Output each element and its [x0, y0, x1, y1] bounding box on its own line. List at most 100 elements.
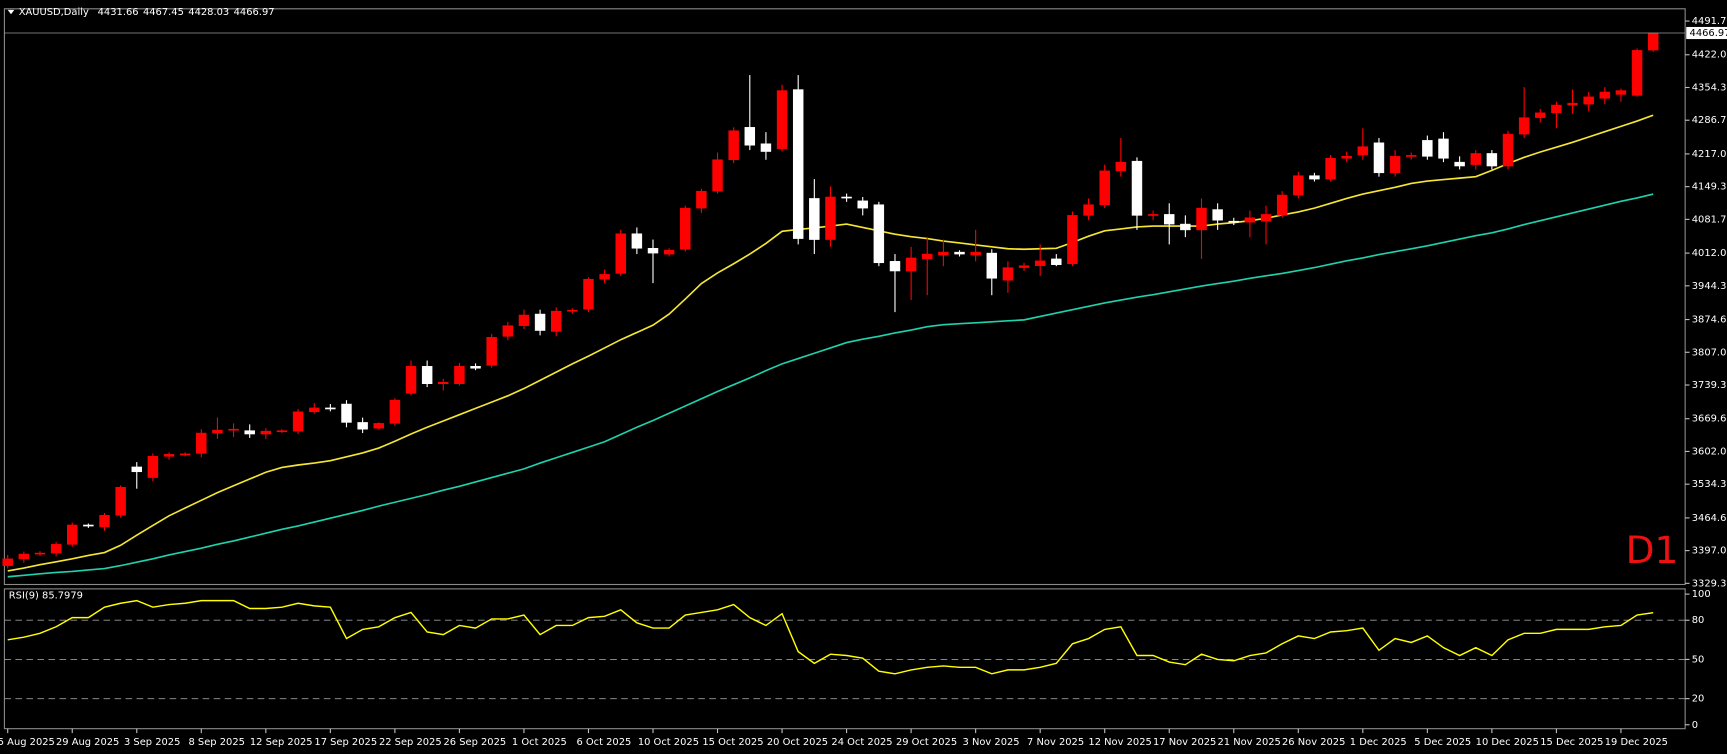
y-tick-label: 4217.00	[1692, 149, 1727, 160]
candle-body	[970, 251, 981, 256]
x-tick-label: 29 Oct 2025	[896, 737, 957, 748]
candle-body	[583, 278, 594, 310]
price-tag-label: 4466.97	[1690, 28, 1727, 39]
y-tick-label: 3807.00	[1692, 347, 1727, 358]
y-tick-label: 3874.65	[1692, 315, 1727, 326]
candle-body	[276, 430, 288, 433]
candle-body	[776, 90, 788, 149]
candle-body	[1212, 209, 1223, 221]
candle-body	[744, 127, 756, 146]
candle-body	[1083, 204, 1094, 216]
y-tick-label: 4422.00	[1692, 50, 1727, 61]
candle-body	[1422, 140, 1433, 157]
timeframe-label: D1	[1626, 528, 1679, 572]
candle-body	[938, 251, 949, 256]
candle-body	[212, 429, 223, 434]
y-tick-label: 3534.35	[1692, 479, 1727, 490]
x-tick-label: 6 Oct 2025	[576, 737, 631, 748]
x-tick-label: 10 Dec 2025	[1476, 737, 1539, 748]
candle-body	[405, 366, 417, 394]
candle-body	[131, 466, 143, 473]
y-tick-label: 0	[1692, 720, 1698, 731]
candle-body	[1034, 260, 1046, 266]
candle-body	[244, 430, 255, 435]
candle-body	[1244, 217, 1256, 223]
x-tick-label: 17 Sep 2025	[314, 737, 377, 748]
y-tick-label: 3602.00	[1692, 446, 1727, 457]
main-frame	[3, 8, 1686, 586]
y-tick-label: 4491.70	[1692, 16, 1727, 27]
candle-body	[841, 196, 852, 199]
candle-body	[534, 313, 546, 331]
candle-body	[341, 403, 352, 423]
candle-body	[1567, 102, 1578, 106]
candle-body	[438, 381, 449, 384]
candle-body	[550, 310, 562, 332]
candle-body	[1164, 214, 1175, 225]
candle-body	[1454, 161, 1465, 167]
y-tick-label: 4081.70	[1692, 214, 1727, 225]
candle-body	[1551, 104, 1562, 114]
candle-body	[1647, 32, 1659, 51]
candle-body	[196, 432, 207, 454]
candle-body	[1325, 158, 1336, 180]
y-tick-label: 3397.00	[1692, 546, 1727, 557]
header-close: 4466.97	[234, 7, 275, 18]
candle-body	[1228, 220, 1239, 223]
candle-body	[760, 143, 772, 152]
x-tick-label: 17 Nov 2025	[1153, 737, 1216, 748]
candle-body	[34, 552, 46, 555]
candle-body	[1486, 153, 1498, 167]
candle-body	[1341, 156, 1352, 159]
candle-body	[1518, 117, 1530, 135]
candle-body	[1470, 153, 1481, 165]
x-tick-label: 20 Oct 2025	[767, 737, 828, 748]
rsi-title: RSI(9) 85.7979	[9, 590, 83, 601]
x-tick-label: 10 Oct 2025	[638, 737, 699, 748]
candle-body	[792, 89, 804, 239]
moving-average	[7, 193, 1654, 578]
candle-body	[1599, 91, 1611, 99]
candle-body	[518, 314, 530, 326]
y-tick-label: 100	[1692, 589, 1711, 600]
candle-body	[1357, 146, 1369, 156]
candle-body	[825, 196, 836, 240]
candle-body	[115, 486, 126, 516]
x-tick-label: 22 Sep 2025	[379, 737, 442, 748]
candle-body	[1115, 161, 1127, 172]
candle-body	[986, 252, 998, 279]
candle-body	[18, 553, 30, 560]
x-tick-label: 3 Nov 2025	[963, 737, 1020, 748]
candle-body	[809, 198, 820, 240]
candle-body	[1615, 90, 1627, 95]
x-tick-label: 24 Oct 2025	[831, 737, 892, 748]
x-tick-label: 29 Aug 2025	[56, 737, 119, 748]
y-tick-label: 3944.35	[1692, 281, 1727, 292]
candle-body	[502, 325, 514, 337]
candle-body	[179, 453, 191, 456]
x-tick-label: 3 Sep 2025	[124, 737, 180, 748]
candle-body	[1131, 160, 1143, 216]
candle-body	[1260, 214, 1272, 222]
candle-body	[1051, 258, 1062, 265]
candle-body	[647, 247, 659, 254]
x-tick-label: 21 Nov 2025	[1217, 737, 1280, 748]
x-tick-label: 15 Oct 2025	[702, 737, 763, 748]
candle-body	[1373, 142, 1385, 174]
x-tick-label: 26 Sep 2025	[443, 737, 506, 748]
y-tick-label: 80	[1692, 615, 1705, 626]
rsi-frame	[3, 588, 1686, 730]
candle-body	[1067, 215, 1078, 265]
y-tick-label: 4354.35	[1692, 82, 1727, 93]
candle-body	[308, 407, 320, 413]
rsi-line	[7, 599, 1654, 675]
x-tick-label: 5 Dec 2025	[1414, 737, 1471, 748]
candle-body	[99, 515, 110, 528]
symbol-title: XAUUSD,Daily	[19, 7, 89, 18]
candle-body	[1535, 112, 1546, 118]
candle-body	[680, 207, 691, 250]
candle-body	[454, 366, 465, 384]
